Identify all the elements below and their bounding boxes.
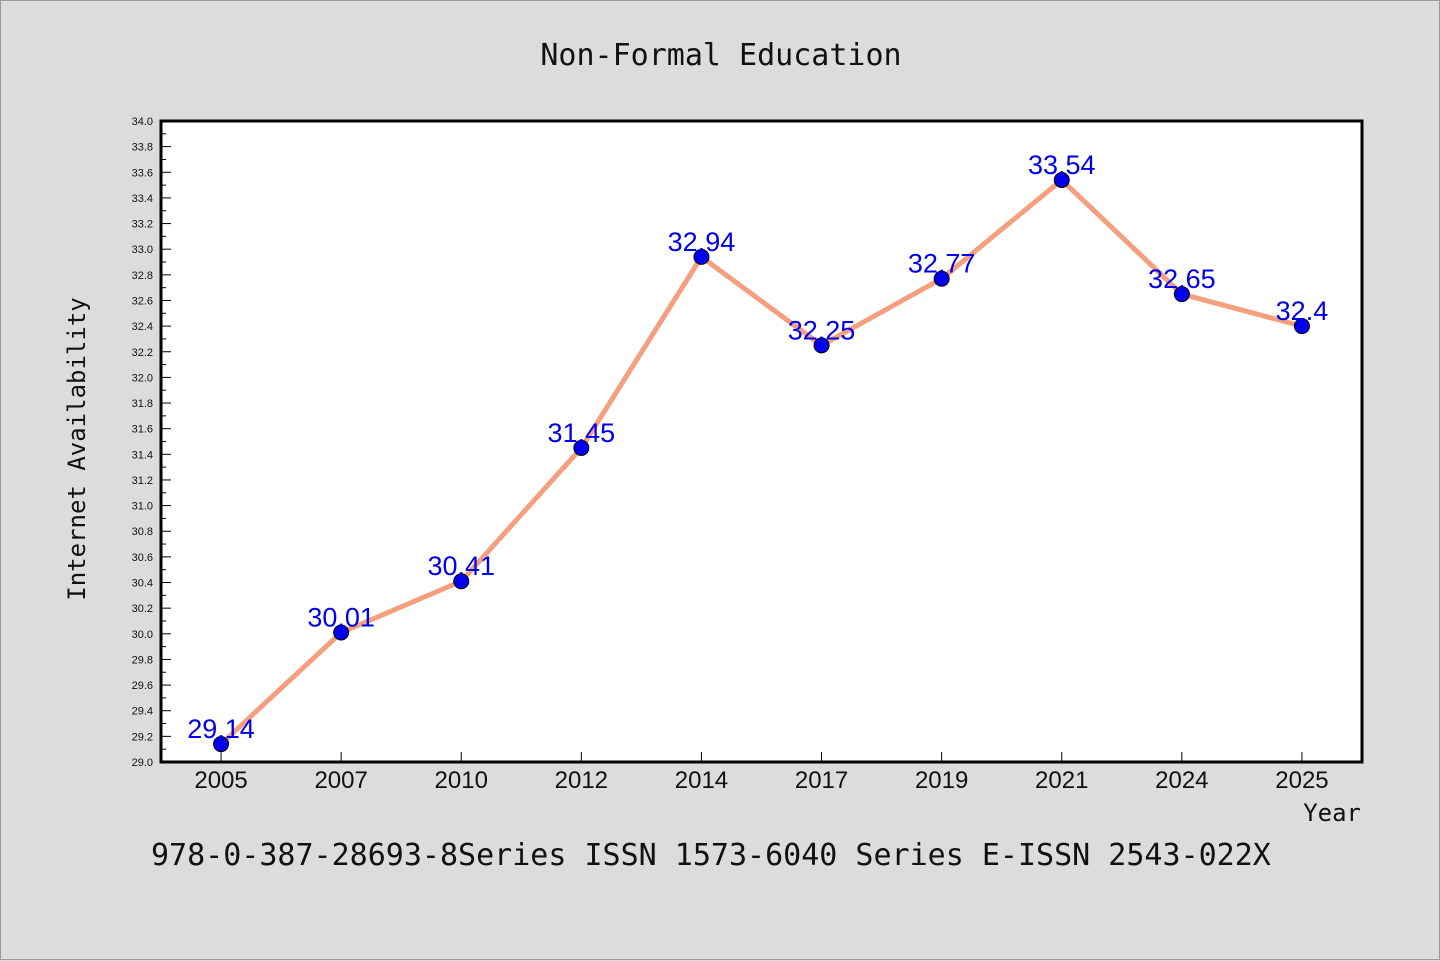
- y-tick-label: 32.4: [132, 321, 153, 333]
- data-point: [1053, 171, 1070, 188]
- data-label: 33.54: [1028, 150, 1096, 180]
- footer-isbn-issn: 978-0-387-28693-8Series ISSN 1573-6040 S…: [151, 838, 1271, 873]
- data-label: 31.45: [548, 418, 616, 448]
- data-point: [813, 337, 830, 354]
- y-tick-label: 33.6: [132, 167, 153, 179]
- data-label: 32.65: [1148, 264, 1216, 294]
- y-tick-label: 30.8: [132, 526, 153, 538]
- y-tick-label: 33.2: [132, 219, 153, 231]
- y-tick-label: 31.4: [132, 449, 153, 461]
- y-tick-label: 29.2: [132, 731, 153, 743]
- y-tick-label: 31.6: [132, 424, 153, 436]
- y-tick-label: 33.8: [132, 142, 153, 154]
- y-tick-label: 31.0: [132, 501, 153, 513]
- x-tick-label: 2025: [1275, 767, 1328, 794]
- x-tick-label: 2012: [555, 767, 608, 794]
- y-tick-label: 30.4: [132, 578, 153, 590]
- data-point: [693, 248, 710, 265]
- y-tick-label: 29.4: [132, 706, 153, 718]
- x-axis: 2005 2007 2010 2012 2014 2017 2019 2021 2024 2025: [194, 752, 1329, 794]
- y-axis-label: Internet Availability: [63, 297, 91, 600]
- data-label: 30.01: [307, 603, 375, 633]
- y-tick-label: 29.8: [132, 654, 153, 666]
- y-tick-label: 32.2: [132, 347, 153, 359]
- x-axis-label: Year: [1303, 799, 1361, 827]
- y-tick-label: 33.4: [132, 193, 153, 205]
- y-tick-label: 29.0: [132, 757, 153, 769]
- x-tick-label: 2021: [1035, 767, 1088, 794]
- data-label: 32.25: [788, 315, 856, 345]
- data-label: 32.4: [1276, 296, 1329, 326]
- y-tick-label: 31.2: [132, 475, 153, 487]
- x-tick-label: 2017: [795, 767, 848, 794]
- x-tick-label: 2005: [194, 767, 247, 794]
- series-layer: 29.14 30.01 30.41 31.45 32.94 32.25 32.77 33.54…: [187, 150, 1329, 753]
- data-point: [333, 624, 350, 641]
- data-label: 32.94: [668, 227, 736, 257]
- y-tick-label: 30.0: [132, 629, 153, 641]
- data-point: [1293, 318, 1310, 335]
- y-tick-label: 29.6: [132, 680, 153, 692]
- x-tick-label: 2019: [915, 767, 968, 794]
- y-tick-label: 31.8: [132, 398, 153, 410]
- data-label: 29.14: [187, 714, 255, 744]
- y-tick-label: 34.0: [132, 116, 153, 128]
- data-point: [453, 573, 470, 590]
- y-tick-label: 32.8: [132, 270, 153, 282]
- y-tick-label: 30.2: [132, 603, 153, 615]
- x-tick-label: 2010: [435, 767, 488, 794]
- y-tick-label: 32.6: [132, 295, 153, 307]
- data-label: 30.41: [427, 551, 495, 581]
- data-point: [573, 439, 590, 456]
- y-tick-label: 30.6: [132, 552, 153, 564]
- data-point: [933, 270, 950, 287]
- chart-title: Non-Formal Education: [540, 38, 901, 73]
- y-axis: 29.0 29.2 29.4 29.6 29.8 30.0 30.2 30.4 30.6 30.8…: [132, 116, 171, 769]
- x-tick-label: 2014: [675, 767, 728, 794]
- x-tick-label: 2024: [1155, 767, 1208, 794]
- series-line: [219, 177, 1303, 746]
- data-label: 32.77: [908, 249, 976, 279]
- data-point: [1173, 286, 1190, 303]
- x-tick-label: 2007: [314, 767, 367, 794]
- y-tick-label: 33.0: [132, 244, 153, 256]
- plot-area: [159, 119, 1364, 764]
- y-tick-label: 32.0: [132, 372, 153, 384]
- data-point: [213, 736, 230, 753]
